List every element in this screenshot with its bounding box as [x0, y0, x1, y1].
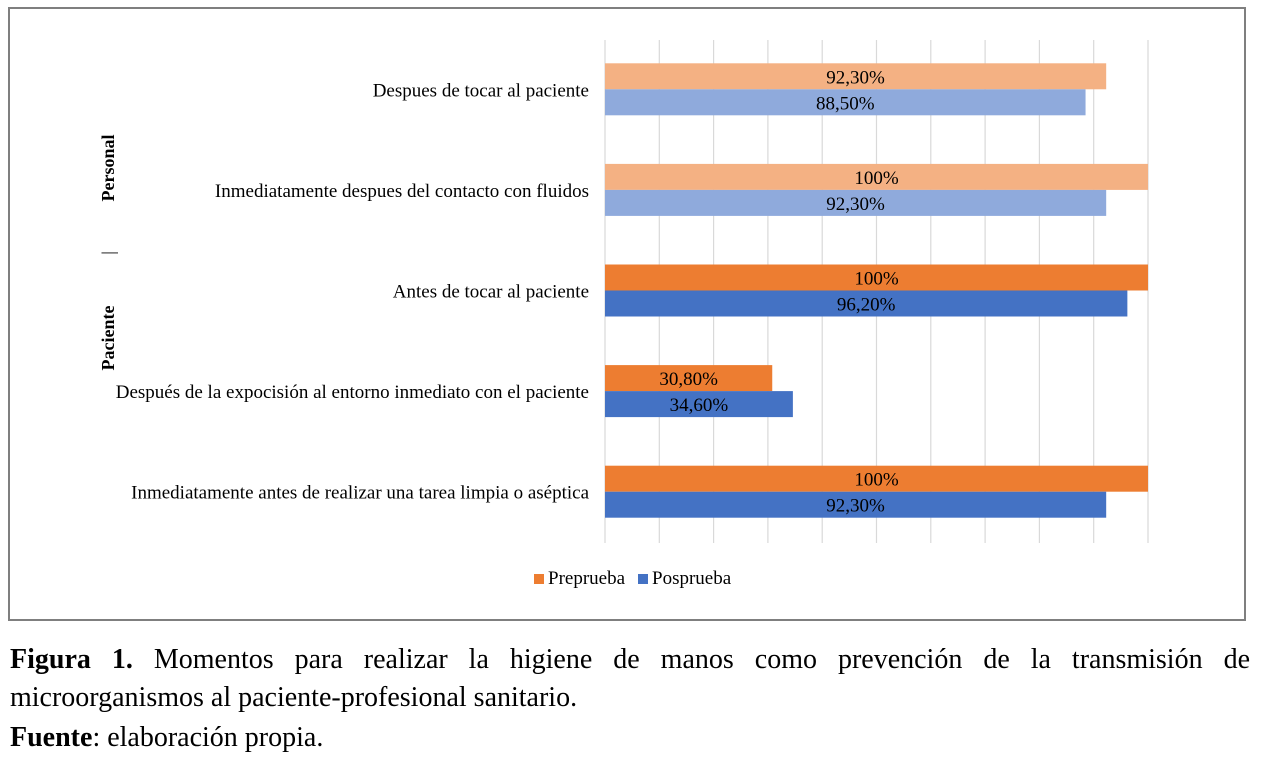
bar-posprueba [605, 290, 1128, 317]
bar-posprueba [605, 89, 1086, 116]
legend-label-preprueba: Preprueba [548, 568, 626, 589]
category-label: Después de la expocisión al entorno inme… [116, 382, 589, 403]
data-label: 34,60% [670, 395, 729, 416]
data-label: 100% [854, 269, 899, 290]
figure-caption-text-2: microorganismos al paciente-profesional … [10, 682, 578, 713]
bar-preprueba [605, 465, 1148, 492]
bar-posprueba [605, 189, 1107, 216]
category-label: Despues de tocar al paciente [373, 80, 589, 101]
source-text: : elaboración propia. [92, 722, 324, 753]
source-caption: Fuente: elaboración propia. [10, 719, 1250, 757]
category-labels: Despues de tocar al paciente Inmediatamen… [116, 80, 590, 503]
legend-swatch-posprueba [638, 574, 648, 584]
figure-caption-line-2: microorganismos al paciente-profesional … [10, 679, 1250, 717]
figure-caption-line-1: Figura 1. Momentos para realizar la higi… [10, 641, 1250, 679]
bar-preprueba [605, 365, 773, 392]
legend: Preprueba Posprueba [534, 568, 732, 589]
bar-posprueba [605, 491, 1107, 518]
figure-label: Figura 1. [10, 644, 133, 675]
category-label: Antes de tocar al paciente [393, 282, 589, 303]
legend-swatch-preprueba [534, 574, 544, 584]
bar-preprueba [605, 163, 1148, 190]
data-labels: 92,30% 88,50% 100% 92,30% 100% 96,20% 30,80% 34… [659, 67, 899, 516]
group-labels: Personal | Paciente [98, 135, 118, 371]
data-label: 96,20% [837, 295, 896, 316]
group-label-separator: | [98, 251, 118, 255]
figure-caption-text-1: Momentos para realizar la higiene de man… [153, 644, 1250, 675]
group-label-personal: Personal [98, 135, 118, 202]
data-label: 88,50% [816, 93, 875, 114]
bar-posprueba [605, 391, 793, 418]
data-label: 30,80% [659, 369, 718, 390]
data-label: 92,30% [826, 194, 885, 215]
data-label: 92,30% [826, 496, 885, 517]
data-label: 100% [854, 470, 899, 491]
category-label: Inmediatamente despues del contacto con … [215, 181, 589, 202]
group-label-paciente: Paciente [98, 306, 118, 371]
data-label: 100% [854, 168, 899, 189]
bar-preprueba [605, 264, 1148, 291]
legend-label-posprueba: Posprueba [652, 568, 732, 589]
bar-preprueba [605, 63, 1107, 90]
category-label: Inmediatamente antes de realizar una tar… [131, 483, 589, 504]
bars [605, 63, 1148, 518]
data-label: 92,30% [826, 67, 885, 88]
source-label: Fuente [10, 722, 93, 753]
